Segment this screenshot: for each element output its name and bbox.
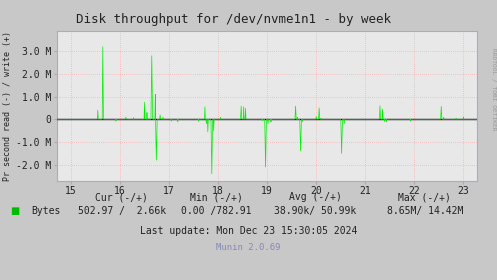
Text: Munin 2.0.69: Munin 2.0.69 bbox=[216, 243, 281, 252]
Text: Last update: Mon Dec 23 15:30:05 2024: Last update: Mon Dec 23 15:30:05 2024 bbox=[140, 226, 357, 236]
Text: 38.90k/ 50.99k: 38.90k/ 50.99k bbox=[274, 206, 357, 216]
Text: 8.65M/ 14.42M: 8.65M/ 14.42M bbox=[387, 206, 463, 216]
Y-axis label: Pr second read (-) / write (+): Pr second read (-) / write (+) bbox=[3, 31, 12, 181]
Text: Max (-/+): Max (-/+) bbox=[399, 192, 451, 202]
Text: 502.97 /  2.66k: 502.97 / 2.66k bbox=[78, 206, 166, 216]
Text: Disk throughput for /dev/nvme1n1 - by week: Disk throughput for /dev/nvme1n1 - by we… bbox=[76, 13, 391, 25]
Text: Cur (-/+): Cur (-/+) bbox=[95, 192, 148, 202]
Text: ■: ■ bbox=[10, 206, 19, 216]
Text: Avg (-/+): Avg (-/+) bbox=[289, 192, 342, 202]
Text: 0.00 /782.91: 0.00 /782.91 bbox=[181, 206, 251, 216]
Text: Min (-/+): Min (-/+) bbox=[190, 192, 243, 202]
Text: Bytes: Bytes bbox=[31, 206, 60, 216]
Text: RRDTOOL / TOBI OETIKER: RRDTOOL / TOBI OETIKER bbox=[491, 48, 496, 131]
